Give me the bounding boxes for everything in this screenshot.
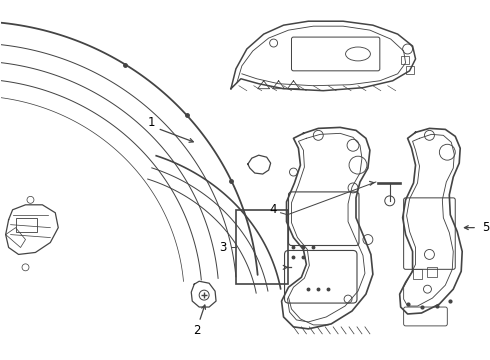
Text: 2: 2 <box>194 324 201 337</box>
Bar <box>406 66 414 74</box>
Bar <box>401 56 409 64</box>
Text: 5: 5 <box>482 221 490 234</box>
Text: 1: 1 <box>148 116 155 129</box>
Bar <box>236 210 288 284</box>
Bar <box>413 269 422 279</box>
Bar <box>427 267 438 277</box>
Text: 4: 4 <box>269 203 276 216</box>
Text: 3: 3 <box>220 241 227 254</box>
Bar <box>16 218 37 231</box>
